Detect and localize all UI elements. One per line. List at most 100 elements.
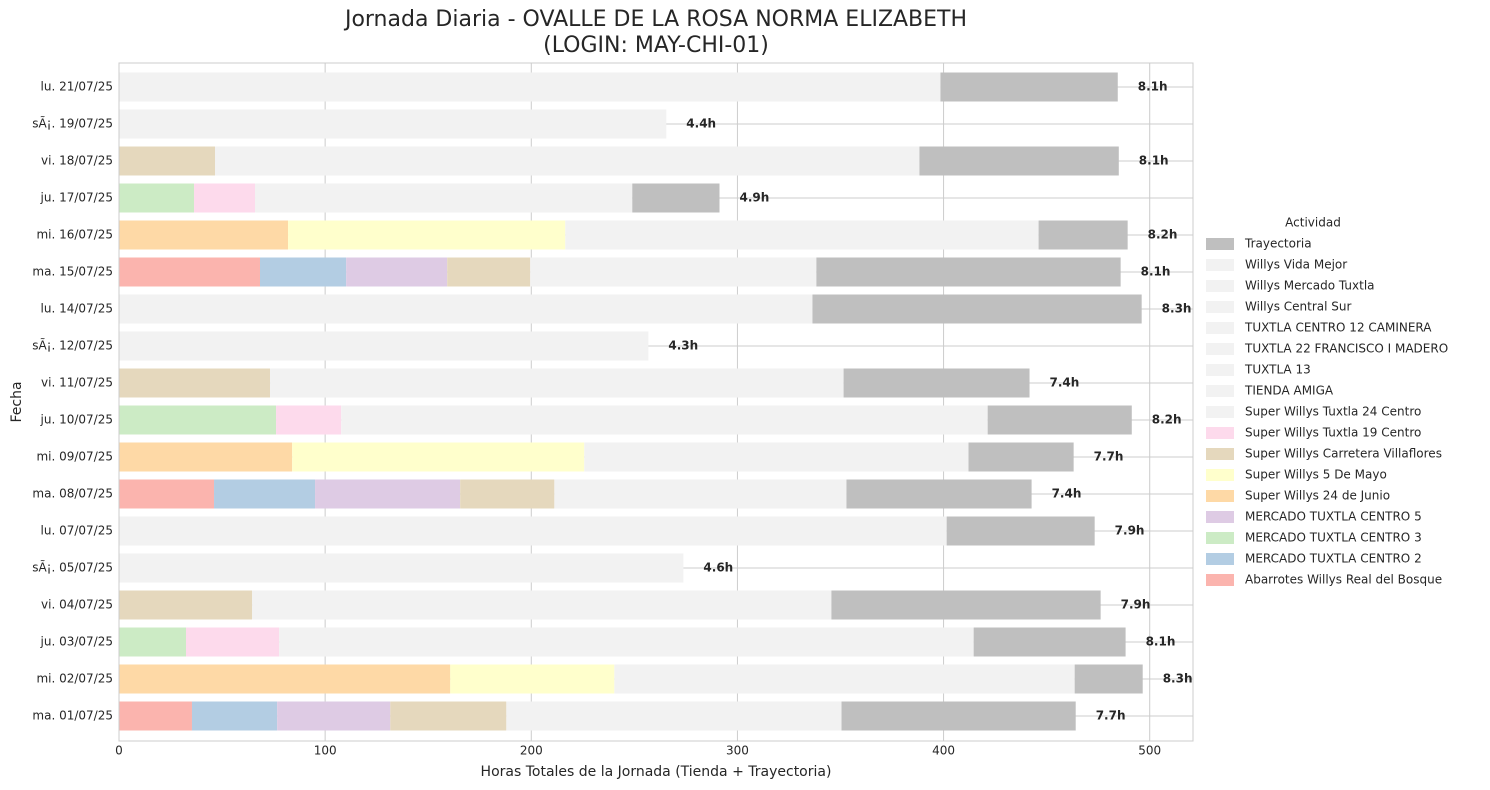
bar-segment (632, 183, 720, 213)
bar-segment (277, 701, 391, 731)
legend-label: Super Willys Tuxtla 24 Centro (1245, 405, 1421, 419)
bar-segment (119, 257, 261, 287)
y-tick-label: vi. 18/07/25 (41, 154, 113, 168)
legend-swatch (1206, 574, 1234, 586)
bar-segment (119, 220, 289, 250)
y-tick-label: sÃ¡. 19/07/25 (32, 116, 113, 131)
bar-segment (506, 701, 842, 731)
chart-title: Jornada Diaria - OVALLE DE LA ROSA NORMA… (343, 7, 967, 32)
legend-label: Super Willys 5 De Mayo (1245, 468, 1387, 482)
x-tick-label: 500 (1138, 744, 1161, 758)
bar-segment (843, 368, 1030, 398)
bar-segment (191, 701, 278, 731)
bar-segment (119, 368, 271, 398)
legend-swatch (1206, 490, 1234, 502)
legend-swatch (1206, 406, 1234, 418)
legend-label: MERCADO TUXTLA CENTRO 2 (1245, 552, 1422, 566)
chart-title: (LOGIN: MAY-CHI-01) (543, 33, 769, 58)
bar-segment (119, 294, 813, 324)
bar-segment (450, 664, 615, 694)
bar-segment (119, 479, 215, 509)
x-tick-label: 400 (932, 744, 955, 758)
total-label: 8.2h (1148, 228, 1178, 242)
total-label: 8.2h (1152, 413, 1182, 427)
bar-segment (119, 553, 684, 583)
bar-segment (816, 257, 1121, 287)
total-label: 7.4h (1050, 376, 1080, 390)
y-tick-label: sÃ¡. 05/07/25 (32, 560, 113, 575)
legend-swatch (1206, 322, 1234, 334)
bar-segment (390, 701, 507, 731)
total-label: 4.3h (668, 339, 698, 353)
y-tick-label: lu. 07/07/25 (41, 524, 113, 538)
bar-segment (530, 257, 817, 287)
y-tick-label: lu. 14/07/25 (41, 302, 113, 316)
bar-segment (215, 146, 920, 176)
bar-segment (940, 72, 1118, 102)
legend-swatch (1206, 469, 1234, 481)
legend-label: MERCADO TUXTLA CENTRO 5 (1245, 510, 1422, 524)
bar-segment (584, 442, 969, 472)
bar-segment (119, 146, 216, 176)
bar-segment (276, 405, 342, 435)
bar-segment (119, 331, 649, 361)
bar-segment (1038, 220, 1128, 250)
bar-segment (252, 590, 832, 620)
legend-swatch (1206, 532, 1234, 544)
total-label: 8.1h (1138, 80, 1168, 94)
bar-segment (565, 220, 1039, 250)
legend-swatch (1206, 301, 1234, 313)
y-axis-label: Fecha (9, 381, 25, 422)
y-tick-label: ju. 17/07/25 (40, 191, 113, 205)
bar-segment (119, 442, 293, 472)
legend-label: Super Willys 24 de Junio (1245, 489, 1390, 503)
bar-segment (119, 627, 186, 657)
bar-segment (119, 109, 667, 139)
legend-label: Willys Mercado Tuxtla (1245, 279, 1375, 293)
bar-segment (346, 257, 448, 287)
x-tick-label: 0 (115, 744, 123, 758)
bar-segment (255, 183, 633, 213)
total-label: 7.9h (1115, 524, 1145, 538)
bar-segment (185, 627, 280, 657)
bar-segment (812, 294, 1142, 324)
total-label: 8.1h (1146, 635, 1176, 649)
total-label: 8.3h (1162, 302, 1192, 316)
bar-segment (119, 405, 277, 435)
bar-segment (341, 405, 988, 435)
y-tick-label: vi. 04/07/25 (41, 598, 113, 612)
total-label: 7.7h (1094, 450, 1124, 464)
y-tick-label: mi. 09/07/25 (36, 450, 113, 464)
bar-segment (119, 72, 941, 102)
total-label: 7.9h (1121, 598, 1151, 612)
legend-swatch (1206, 280, 1234, 292)
legend-swatch (1206, 385, 1234, 397)
y-tick-label: ju. 10/07/25 (40, 413, 113, 427)
total-label: 4.4h (686, 117, 716, 131)
legend-label: TUXTLA 13 (1244, 363, 1311, 377)
bar-segment (987, 405, 1132, 435)
y-tick-label: vi. 11/07/25 (41, 376, 113, 390)
plot-frame (118, 62, 1194, 742)
legend-swatch (1206, 511, 1234, 523)
bar-segment (260, 257, 347, 287)
bar-segment (194, 183, 256, 213)
bar-segment (119, 590, 253, 620)
bar-segment (846, 479, 1032, 509)
bar-segment (973, 627, 1126, 657)
y-tick-label: mi. 02/07/25 (36, 672, 113, 686)
total-label: 7.7h (1096, 709, 1126, 723)
bar-segment (968, 442, 1074, 472)
total-label: 7.4h (1052, 487, 1082, 501)
total-label: 4.9h (739, 191, 769, 205)
legend-label: Abarrotes Willys Real del Bosque (1245, 573, 1442, 587)
bar-segment (946, 516, 1095, 546)
bar-segment (119, 183, 195, 213)
y-tick-label: ma. 08/07/25 (32, 487, 113, 501)
total-label: 8.1h (1141, 265, 1171, 279)
y-tick-label: ma. 01/07/25 (32, 709, 113, 723)
total-label: 8.3h (1163, 672, 1193, 686)
legend-label: TUXTLA CENTRO 12 CAMINERA (1244, 321, 1432, 335)
legend-swatch (1206, 448, 1234, 460)
